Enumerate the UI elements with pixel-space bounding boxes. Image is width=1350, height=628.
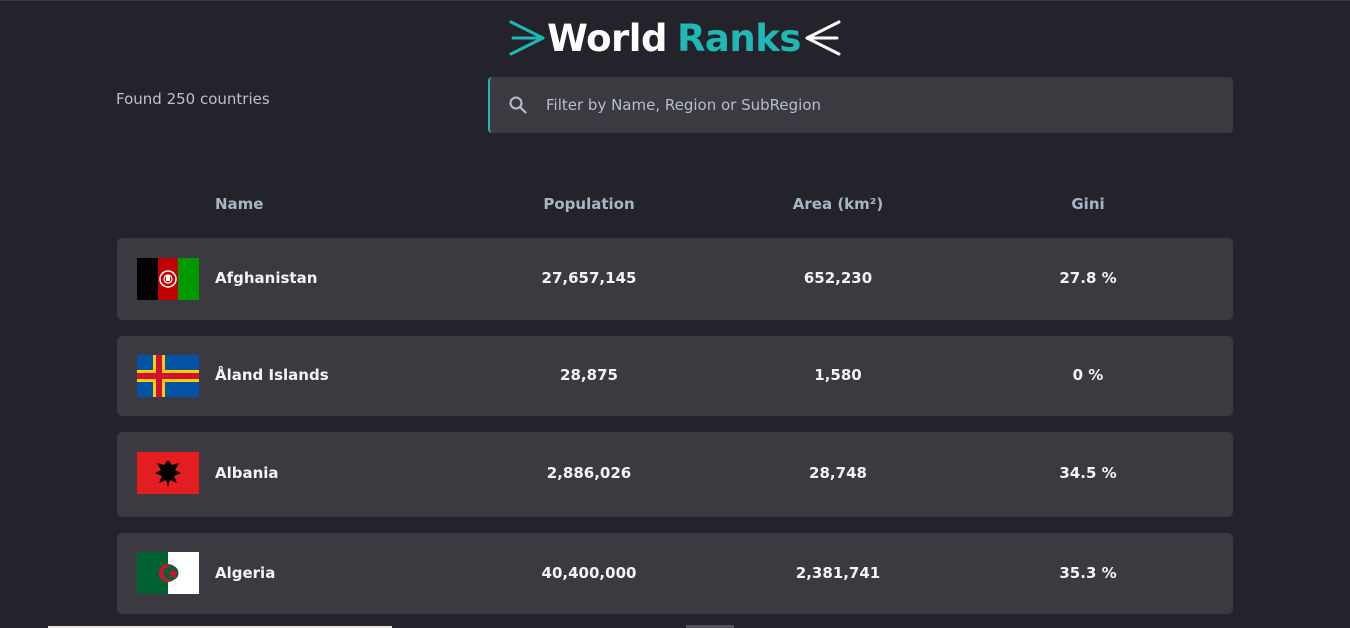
- afghanistan-flag-icon: [137, 258, 199, 300]
- area-cell: 652,230: [803, 269, 873, 287]
- results-count: Found 250 countries: [116, 90, 270, 108]
- algeria-flag-icon: [137, 552, 199, 594]
- scrollbar-thumb[interactable]: [686, 625, 734, 628]
- area-cell: 2,381,741: [795, 564, 881, 582]
- gini-cell: 27.8 %: [1059, 269, 1117, 287]
- aland-islands-flag-icon: [137, 355, 199, 397]
- gini-cell: 35.3 %: [1059, 564, 1117, 582]
- column-header-population[interactable]: Population: [543, 195, 635, 213]
- population-cell: 27,657,145: [541, 269, 637, 287]
- albania-flag-icon: [137, 452, 199, 494]
- app-logo[interactable]: World Ranks: [0, 15, 1350, 61]
- column-header-area[interactable]: Area (km²): [792, 195, 884, 213]
- search-box[interactable]: [488, 76, 1233, 134]
- horizontal-scrollbar-track[interactable]: [48, 626, 392, 628]
- search-input[interactable]: [544, 76, 1233, 134]
- gini-cell: 34.5 %: [1059, 464, 1117, 482]
- logo-word-world: World: [547, 16, 667, 60]
- table-row[interactable]: Albania 2,886,026 28,748 34.5 %: [117, 432, 1233, 517]
- area-cell: 1,580: [814, 366, 862, 384]
- population-cell: 40,400,000: [541, 564, 637, 582]
- logo-inner: World Ranks: [509, 17, 841, 60]
- gini-cell: 0 %: [1072, 366, 1104, 384]
- country-name: Afghanistan: [215, 269, 318, 287]
- country-list: Afghanistan 27,657,145 652,230 27.8 % Ål…: [117, 238, 1233, 628]
- population-cell: 2,886,026: [546, 464, 632, 482]
- logo-right-burst-icon: [805, 20, 841, 56]
- column-header-gini[interactable]: Gini: [1071, 195, 1105, 213]
- logo-word-ranks: Ranks: [676, 16, 801, 60]
- table-header: Name Population Area (km²) Gini: [117, 195, 1233, 217]
- population-cell: 28,875: [560, 366, 618, 384]
- search-icon: [509, 96, 527, 114]
- column-header-name[interactable]: Name: [215, 195, 264, 213]
- table-row[interactable]: Afghanistan 27,657,145 652,230 27.8 %: [117, 238, 1233, 320]
- table-row[interactable]: Algeria 40,400,000 2,381,741 35.3 %: [117, 533, 1233, 614]
- country-name: Algeria: [215, 564, 276, 582]
- country-name: Albania: [215, 464, 279, 482]
- table-row[interactable]: Åland Islands 28,875 1,580 0 %: [117, 336, 1233, 416]
- area-cell: 28,748: [809, 464, 867, 482]
- logo-left-burst-icon: [509, 20, 545, 56]
- country-name: Åland Islands: [215, 366, 329, 384]
